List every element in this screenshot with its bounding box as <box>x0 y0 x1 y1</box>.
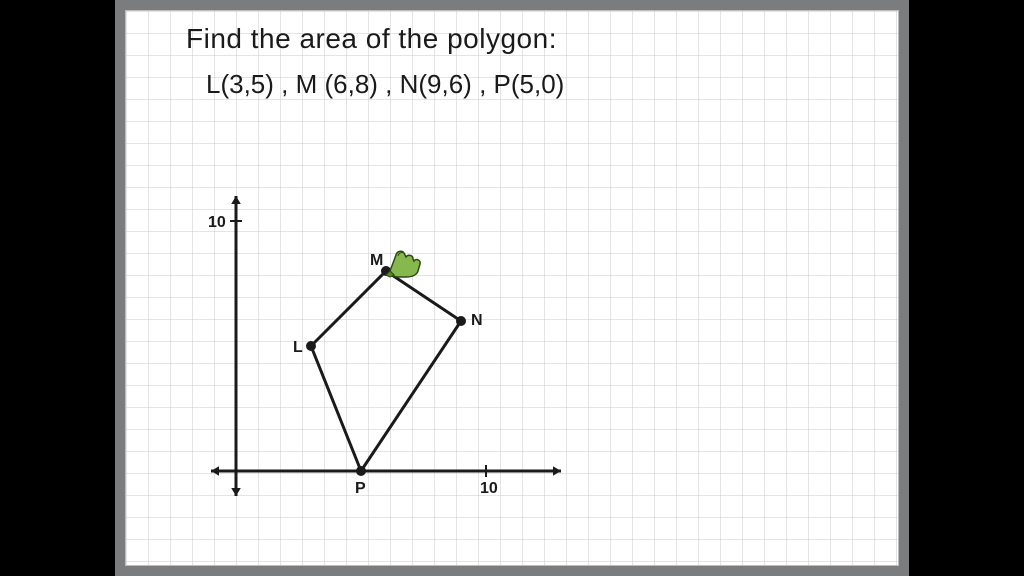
video-frame: Find the area of the polygon: L(3,5) , M… <box>115 0 909 576</box>
vertex-coordinates: L(3,5) , M (6,8) , N(9,6) , P(5,0) <box>206 69 564 100</box>
svg-text:10: 10 <box>208 214 226 231</box>
chart-svg: 10 10 L M N P <box>196 131 576 511</box>
svg-text:10: 10 <box>480 480 498 497</box>
coordinate-chart: 10 10 L M N P <box>196 131 576 511</box>
svg-text:L: L <box>293 339 303 356</box>
svg-text:M: M <box>370 252 383 269</box>
problem-title: Find the area of the polygon: <box>186 23 557 55</box>
graph-paper: Find the area of the polygon: L(3,5) , M… <box>125 10 899 566</box>
svg-text:N: N <box>471 312 483 329</box>
svg-text:P: P <box>355 480 366 497</box>
